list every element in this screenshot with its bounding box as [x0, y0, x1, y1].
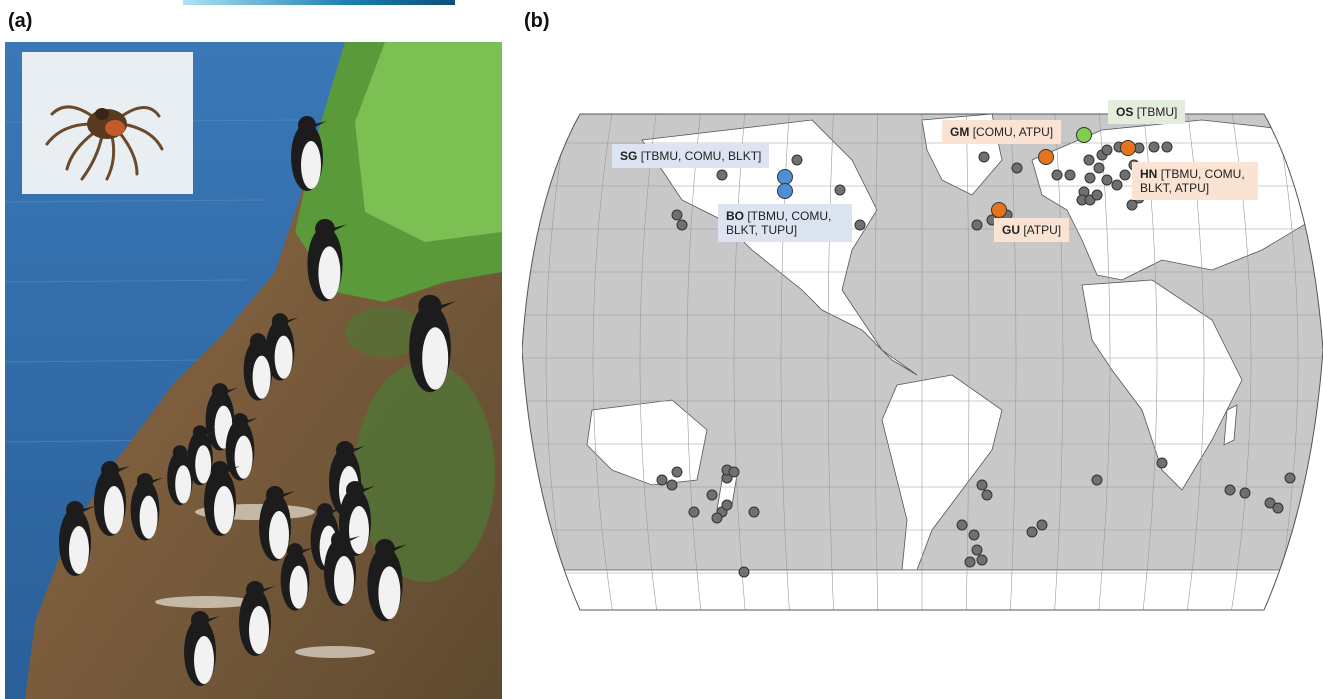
- site-code-sg: SG: [620, 149, 638, 163]
- site-marker: [1091, 189, 1103, 201]
- site-label-os: OS [TBMU]: [1108, 100, 1186, 124]
- site-marker: [711, 512, 723, 524]
- site-marker: [791, 154, 803, 166]
- murre-bird: [265, 313, 298, 381]
- top-color-strip: [183, 0, 455, 5]
- murre-bird: [307, 218, 347, 302]
- site-marker: [976, 554, 988, 566]
- murre-bird: [409, 294, 456, 393]
- site-species-gu: [ATPU]: [1023, 223, 1062, 237]
- site-marker: [1264, 497, 1276, 509]
- site-marker: [971, 544, 983, 556]
- site-marker-orange: [991, 202, 1007, 218]
- site-marker: [1083, 154, 1095, 166]
- murre-bird: [167, 445, 196, 506]
- site-marker: [1126, 199, 1138, 211]
- site-label-gu: GU [ATPU]: [994, 218, 1070, 242]
- site-marker: [1051, 169, 1063, 181]
- site-marker: [1101, 144, 1113, 156]
- site-marker: [1064, 169, 1076, 181]
- site-marker: [676, 219, 688, 231]
- site-marker: [738, 566, 750, 578]
- site-species-sg: [TBMU, COMU, BLKT]: [640, 149, 762, 163]
- site-marker: [1111, 179, 1123, 191]
- site-marker: [1148, 141, 1160, 153]
- site-marker: [1239, 487, 1251, 499]
- site-label-hn: HN [TBMU, COMU, BLKT, ATPU]: [1132, 162, 1258, 200]
- site-code-gm: GM: [950, 125, 970, 139]
- site-marker-blue: [777, 169, 793, 185]
- site-marker-orange: [1120, 140, 1136, 156]
- site-species-os: [TBMU]: [1136, 105, 1178, 119]
- site-marker: [1026, 526, 1038, 538]
- murre-bird: [243, 333, 276, 401]
- site-species-gm: [COMU, ATPU]: [972, 125, 1054, 139]
- site-marker: [1156, 457, 1168, 469]
- site-marker: [1284, 472, 1296, 484]
- murre-bird: [184, 611, 220, 686]
- site-marker: [1161, 141, 1173, 153]
- site-marker: [748, 506, 760, 518]
- site-marker: [728, 466, 740, 478]
- site-marker: [1101, 174, 1113, 186]
- murre-bird: [59, 501, 95, 576]
- site-marker-orange: [1038, 149, 1054, 165]
- site-label-gm: GM [COMU, ATPU]: [942, 120, 1062, 144]
- murre-bird: [280, 543, 313, 611]
- site-marker: [964, 556, 976, 568]
- site-marker: [1224, 484, 1236, 496]
- world-map: SG [TBMU, COMU, BLKT] BO [TBMU, COMU, BL…: [521, 100, 1323, 620]
- murre-bird: [130, 473, 163, 541]
- site-label-bo: BO [TBMU, COMU, BLKT, TUPU]: [718, 204, 852, 242]
- site-code-os: OS: [1116, 105, 1134, 119]
- site-marker: [1036, 519, 1048, 531]
- site-marker: [671, 209, 683, 221]
- land-masses: [522, 114, 1323, 610]
- site-species-hn-2: BLKT, ATPU]: [1140, 181, 1210, 195]
- murre-bird: [324, 531, 360, 606]
- site-marker: [1119, 169, 1131, 181]
- site-marker: [666, 479, 678, 491]
- site-marker-green: [1076, 127, 1092, 143]
- murre-bird: [367, 538, 407, 622]
- murre-bird: [187, 425, 216, 486]
- tick-inset: [45, 105, 164, 181]
- site-code-hn: HN: [1140, 167, 1158, 181]
- site-marker: [834, 184, 846, 196]
- site-marker: [721, 499, 733, 511]
- site-marker: [1084, 172, 1096, 184]
- site-marker: [854, 219, 866, 231]
- site-marker: [1272, 502, 1284, 514]
- site-marker: [981, 489, 993, 501]
- site-marker: [971, 219, 983, 231]
- murre-bird: [225, 413, 258, 481]
- site-marker: [976, 479, 988, 491]
- site-marker: [1091, 474, 1103, 486]
- seabird-cliff-photo: [5, 42, 502, 699]
- site-marker: [656, 474, 668, 486]
- site-label-sg: SG [TBMU, COMU, BLKT]: [612, 144, 770, 168]
- site-marker: [688, 506, 700, 518]
- panel-label-b: (b): [524, 10, 550, 32]
- site-marker: [1011, 162, 1023, 174]
- site-marker: [706, 489, 718, 501]
- site-species-bo-1: [TBMU, COMU,: [747, 209, 832, 223]
- site-species-bo-2: BLKT, TUPU]: [726, 223, 798, 237]
- site-marker: [671, 466, 683, 478]
- site-code-gu: GU: [1002, 223, 1020, 237]
- site-marker: [978, 151, 990, 163]
- site-marker: [716, 169, 728, 181]
- panel-label-a: (a): [8, 10, 33, 32]
- murre-bird: [94, 461, 130, 536]
- murre-bird: [239, 581, 275, 656]
- murre-bird: [291, 116, 327, 191]
- site-code-bo: BO: [726, 209, 744, 223]
- site-marker: [1093, 162, 1105, 174]
- murre-bird: [259, 486, 295, 561]
- site-species-hn-1: [TBMU, COMU,: [1160, 167, 1245, 181]
- site-marker-blue: [777, 183, 793, 199]
- murre-bird: [204, 461, 240, 536]
- site-marker: [968, 529, 980, 541]
- site-marker: [956, 519, 968, 531]
